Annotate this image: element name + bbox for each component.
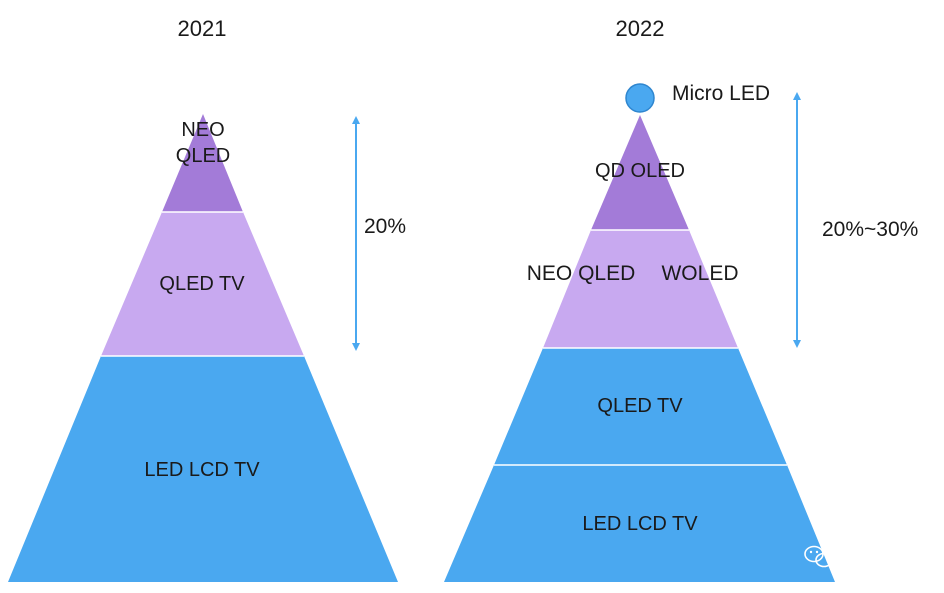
right-third-label: QLED TV <box>597 395 683 417</box>
year-2022-label: 2022 <box>616 16 665 41</box>
left-middle-label: QLED TV <box>159 273 245 295</box>
watermark-text: Omdia <box>838 545 898 567</box>
micro-led-dot <box>625 83 655 113</box>
right-tier-qled-tv <box>494 348 787 465</box>
left-tier-led-lcd-tv <box>8 356 398 582</box>
right-base-label: LED LCD TV <box>582 513 698 535</box>
left-top-label-line2: QLED <box>176 145 230 167</box>
right-tier-led-lcd-tv <box>444 465 835 582</box>
right-top-label: QD OLED <box>595 160 685 182</box>
micro-led-label: Micro LED <box>672 82 770 105</box>
wechat-icon <box>804 545 833 568</box>
left-tier-neo-qled <box>162 114 243 212</box>
left-range-label: 20% <box>364 215 406 238</box>
right-tier-neo-qled-woled <box>543 230 738 348</box>
right-tier-qd-oled <box>591 115 689 230</box>
right-middle-right-label: WOLED <box>661 262 738 285</box>
left-top-label-line1: NEO <box>181 119 224 141</box>
right-range-label: 20%~30% <box>822 218 918 241</box>
right-middle-left-label: NEO QLED <box>527 262 636 285</box>
left-tier-qled-tv <box>101 212 304 356</box>
year-2021-label: 2021 <box>178 16 227 41</box>
left-base-label: LED LCD TV <box>144 459 260 481</box>
